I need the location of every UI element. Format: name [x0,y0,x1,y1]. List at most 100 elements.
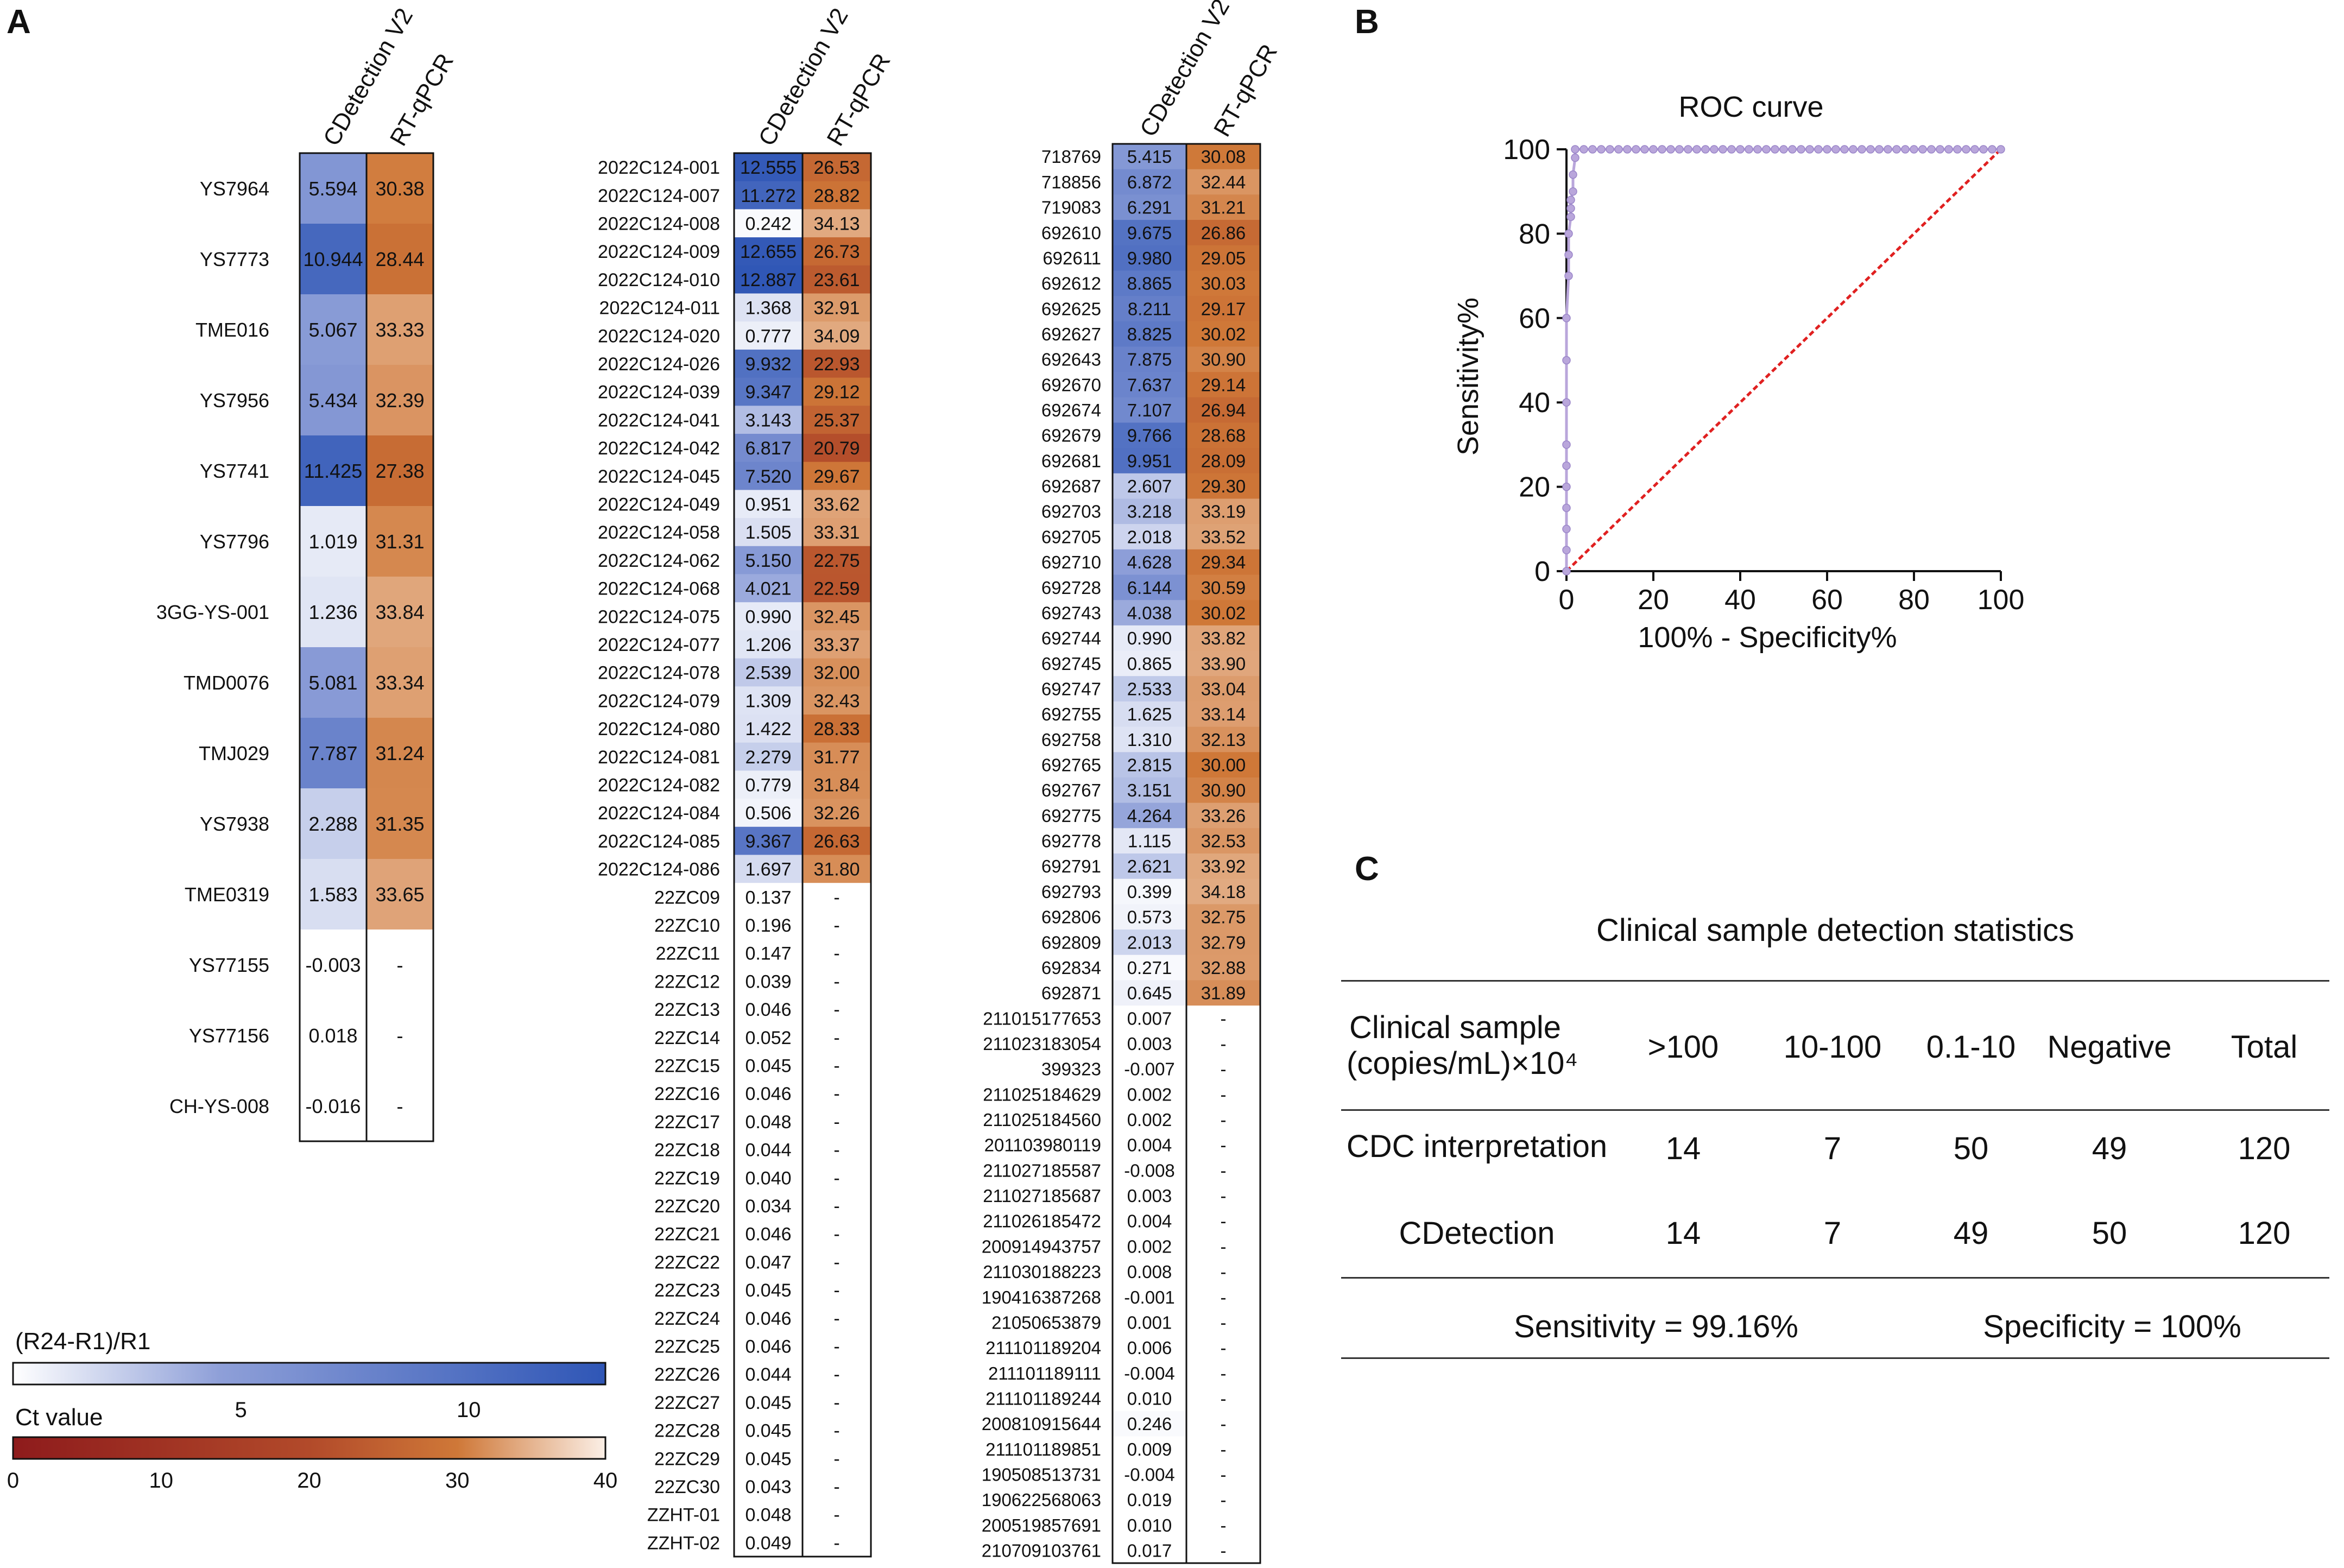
roc-point [1823,145,1831,154]
rtqpcr-value: - [397,954,403,976]
sample-label: 22ZC25 [654,1336,720,1357]
heatmap-cell-cdetection [1113,1234,1186,1260]
rtqpcr-value: - [833,1224,839,1245]
cdetection-value: -0.007 [1124,1059,1175,1079]
roc-point [1566,204,1575,213]
sample-label: 692747 [1041,679,1101,699]
sample-label: TME016 [195,319,269,341]
ct-tick-label: 40 [593,1469,618,1493]
rtqpcr-value: 33.90 [1201,654,1246,674]
table-header-col: Negative [2047,1029,2172,1065]
heatmap-cell-rtqpcr [803,490,871,519]
rtqpcr-value: 31.77 [813,747,860,768]
sample-label: 211101189851 [985,1439,1101,1459]
table-rule-top [1341,980,2329,982]
rtqpcr-value: 29.12 [813,382,860,403]
roc-point [1979,145,1988,154]
ct-tick-label: 30 [445,1469,470,1493]
heatmap-cell-cdetection [1113,600,1186,626]
sample-label: 692643 [1041,350,1101,370]
roc-point [1745,145,1753,154]
table-cell: 14 [1665,1216,1701,1251]
cdetection-value: 4.038 [1127,603,1172,623]
sample-label: 22ZC18 [654,1140,720,1161]
rtqpcr-value: 23.61 [813,270,860,290]
rtqpcr-value: 31.21 [1201,198,1246,218]
roc-point [1566,195,1575,204]
rtqpcr-value: 27.38 [375,460,424,482]
rtqpcr-value: 32.26 [813,803,860,824]
heatmap-cell-rtqpcr [803,855,871,883]
heatmap-cell-cdetection [300,577,367,648]
heatmap-cell-rtqpcr [803,602,871,631]
rtqpcr-value: 32.43 [813,691,860,711]
rtqpcr-value: 33.82 [1201,628,1246,648]
heatmap-cell-cdetection [1113,574,1186,600]
heatmap-cell-rtqpcr [1186,1310,1260,1336]
cdetection-value: 9.951 [1127,451,1172,471]
heatmap-cell-rtqpcr [367,577,433,648]
sample-label: 2022C124-008 [598,213,720,234]
ratio-tick-label: 5 [235,1398,247,1422]
roc-point [1569,170,1577,179]
cdetection-value: 1.309 [745,691,791,711]
heatmap-cell-rtqpcr [1186,1259,1260,1285]
rtqpcr-value: 26.94 [1201,400,1246,420]
heatmap-cell-cdetection [1113,676,1186,702]
heatmap-cell-rtqpcr [803,1079,871,1108]
heatmap-cell-rtqpcr [1186,1208,1260,1234]
cdetection-value: 2.288 [308,813,357,835]
heatmap-cell-cdetection [734,1079,803,1108]
sample-label: 22ZC28 [654,1421,720,1441]
sample-label: 692703 [1041,502,1101,522]
roc-point [1970,145,1979,154]
heatmap-cell-rtqpcr [1186,1234,1260,1260]
heatmap-cell-cdetection [1113,346,1186,372]
cdetection-value: 0.017 [1127,1541,1172,1561]
heatmap-cell-rtqpcr [1186,220,1260,246]
sample-label: 22ZC11 [656,944,720,964]
sensitivity-text: Sensitivity = 99.16% [1514,1309,1798,1344]
sample-label: 22ZC17 [654,1112,720,1133]
heatmap-cell-rtqpcr [1186,726,1260,753]
heatmap-cell-rtqpcr [1186,1107,1260,1133]
roc-point [1588,145,1597,154]
roc-y-tick-label: 60 [1519,303,1550,334]
heatmap-cell-cdetection [1113,1082,1186,1108]
cdetection-value: 0.048 [745,1112,791,1133]
sample-label: 2022C124-078 [598,663,720,684]
heatmap-cell-cdetection [1113,169,1186,195]
cdetection-value: 0.045 [745,1449,791,1469]
sample-label: YS7964 [200,178,269,200]
cdetection-value: 2.018 [1127,527,1172,547]
cdetection-value: 1.115 [1128,831,1171,851]
sample-label: 692610 [1041,223,1101,243]
heatmap-cell-rtqpcr [803,1135,871,1164]
sample-label: 692778 [1041,831,1101,851]
sample-label: YS7956 [200,389,269,412]
cdetection-value: 0.779 [745,775,791,795]
cdetection-value: 1.422 [745,719,791,739]
heatmap-cell-cdetection [1113,397,1186,423]
sample-label: 692775 [1041,806,1101,826]
heatmap-cell-rtqpcr [1186,1512,1260,1538]
roc-point [1562,356,1571,365]
roc-point [1564,271,1573,280]
cdetection-value: 3.218 [1127,502,1172,522]
panel-letter-b: B [1355,3,1379,41]
heatmap-cell-cdetection [1113,1310,1186,1336]
sample-label: 2022C124-045 [598,466,720,487]
cdetection-value: 5.150 [745,551,791,571]
cdetection-value: 0.008 [1127,1262,1172,1282]
table-title: Clinical sample detection statistics [1596,913,2075,948]
roc-point [1857,145,1866,154]
heatmap-cell-rtqpcr [367,506,433,577]
heatmap-cell-cdetection [300,1000,367,1071]
rtqpcr-value: 30.08 [1201,147,1246,167]
heatmap-cell-cdetection [734,715,803,743]
sample-label: 2022C124-082 [598,775,720,795]
heatmap-cell-rtqpcr [1186,549,1260,576]
cdetection-value: 0.004 [1127,1135,1172,1155]
heatmap-cell-rtqpcr [803,1219,871,1248]
